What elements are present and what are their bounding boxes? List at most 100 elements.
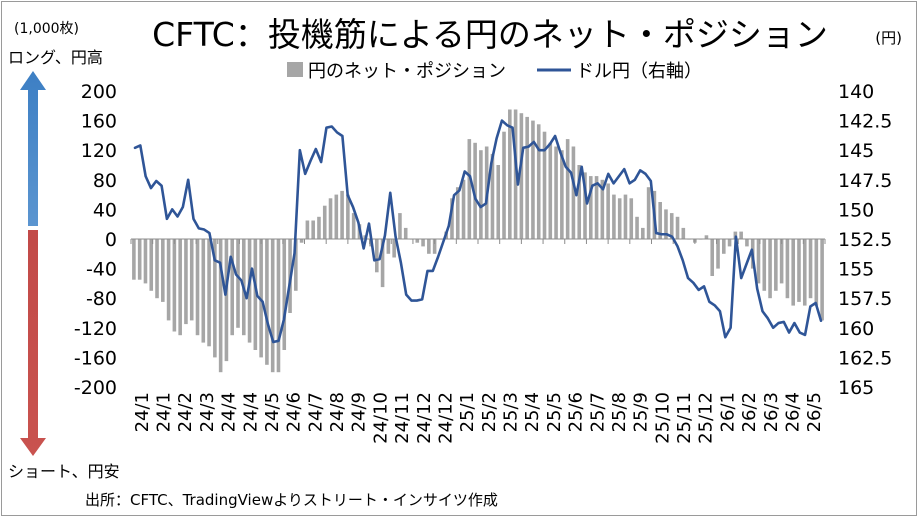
y-right-tick-label: 145 (838, 140, 874, 162)
x-tick-label: 24/11 (392, 392, 413, 444)
position-bar (351, 213, 356, 239)
legend-bar-swatch (287, 62, 303, 77)
position-bar (236, 239, 240, 328)
arrow-up-label: ロング、円高 (8, 48, 103, 67)
position-bar (502, 131, 506, 239)
position-bar (265, 239, 269, 365)
y-right-tick-label: 147.5 (838, 170, 892, 192)
position-bar (508, 109, 512, 239)
position-bar (560, 150, 564, 239)
y-left-tick-label: -200 (74, 377, 117, 399)
short-arrow-icon (20, 230, 46, 456)
position-bar (340, 190, 344, 239)
plot-area: 200 160 120 80 40 0 -40 -80 -120 -160 -200 140 142.5… (74, 81, 893, 444)
y-left-tick-label: 120 (81, 140, 117, 162)
position-bar (317, 216, 321, 239)
chart-title: CFTC：投機筋による円のネット・ポジション (152, 15, 828, 54)
legend: 円のネット・ポジション ドル円（右軸） (287, 61, 702, 82)
x-tick-label: 24/4 (240, 392, 261, 432)
x-tick-label: 24/1 (132, 392, 153, 432)
position-bar (716, 239, 720, 269)
y-left-tick-label: 0 (105, 229, 117, 251)
y-left-tick-label: -160 (74, 347, 117, 369)
position-bar (161, 239, 165, 302)
x-tick-label: 25/2 (479, 392, 500, 432)
position-bar (629, 198, 634, 239)
position-bar (554, 146, 558, 239)
position-bar (166, 239, 171, 321)
position-bar (658, 202, 662, 239)
position-bar (675, 216, 680, 239)
position-bar (299, 239, 304, 243)
position-bar (276, 239, 281, 373)
position-bar (328, 198, 333, 239)
y-left-tick-label: -80 (86, 288, 117, 310)
position-bar (536, 124, 541, 239)
position-bar (490, 153, 495, 239)
position-bar (224, 239, 229, 362)
x-tick-label: 25/7 (587, 392, 608, 432)
position-bar (334, 194, 339, 239)
position-bar (745, 239, 749, 247)
x-tick-label: 25/6 (566, 392, 587, 432)
position-bar (588, 176, 593, 239)
y-left-tick-label: -120 (74, 318, 117, 340)
x-tick-label: 25/3 (501, 392, 522, 432)
position-bar (294, 239, 298, 291)
legend-line-label: ドル円（右軸） (576, 61, 702, 82)
y-left-tick-label: 80 (93, 170, 117, 192)
position-bar (155, 239, 159, 299)
x-tick-label: 24/6 (284, 392, 305, 432)
position-bar (681, 227, 686, 239)
usdjpy-line (133, 119, 823, 344)
position-bar (421, 239, 425, 247)
position-bar (612, 194, 616, 239)
position-bar (617, 198, 622, 239)
position-bar (756, 239, 761, 284)
position-bar (635, 216, 639, 239)
position-bar (739, 231, 743, 239)
long-arrow-icon (20, 71, 46, 226)
x-tick-label: 26/4 (782, 392, 803, 432)
x-tick-label: 25/5 (544, 392, 565, 432)
position-bar (779, 239, 784, 284)
position-bar (132, 239, 136, 280)
position-bar (814, 239, 819, 306)
position-bar (346, 194, 350, 239)
position-bar (594, 176, 599, 239)
position-bar (282, 239, 287, 350)
source-note: 出所：CFTC、TradingViewよりストリート・インサイツ作成 (85, 491, 498, 509)
legend-bar-label: 円のネット・ポジション (308, 61, 506, 82)
position-bar (513, 109, 518, 239)
position-bar (577, 165, 582, 239)
position-bar (201, 239, 206, 343)
y-left-tick-label: -40 (86, 259, 117, 281)
position-bar (230, 239, 235, 336)
position-bar (137, 239, 142, 280)
position-bar (403, 227, 408, 239)
position-bar (785, 239, 790, 299)
y-left-tick-label: 40 (93, 199, 117, 221)
position-bar (149, 239, 154, 291)
position-bar (322, 205, 327, 239)
position-bar (184, 239, 188, 325)
x-tick-label: 25/8 (609, 392, 630, 432)
x-tick-label: 24/4 (219, 392, 240, 432)
position-bar (467, 139, 472, 239)
y-right-tick-label: 157.5 (838, 288, 892, 310)
x-tick-label: 26/5 (804, 392, 825, 432)
position-bar (479, 150, 483, 239)
position-bar (270, 239, 275, 373)
x-tick-label: 24/3 (197, 392, 218, 432)
position-bar (808, 239, 813, 299)
arrow-down-label: ショート、円安 (8, 462, 120, 481)
position-bar (207, 239, 211, 347)
position-bar (253, 239, 258, 350)
position-bar (600, 179, 605, 239)
y-right-tick-label: 155 (838, 259, 874, 281)
position-bar (189, 239, 194, 321)
position-bar (583, 172, 587, 239)
